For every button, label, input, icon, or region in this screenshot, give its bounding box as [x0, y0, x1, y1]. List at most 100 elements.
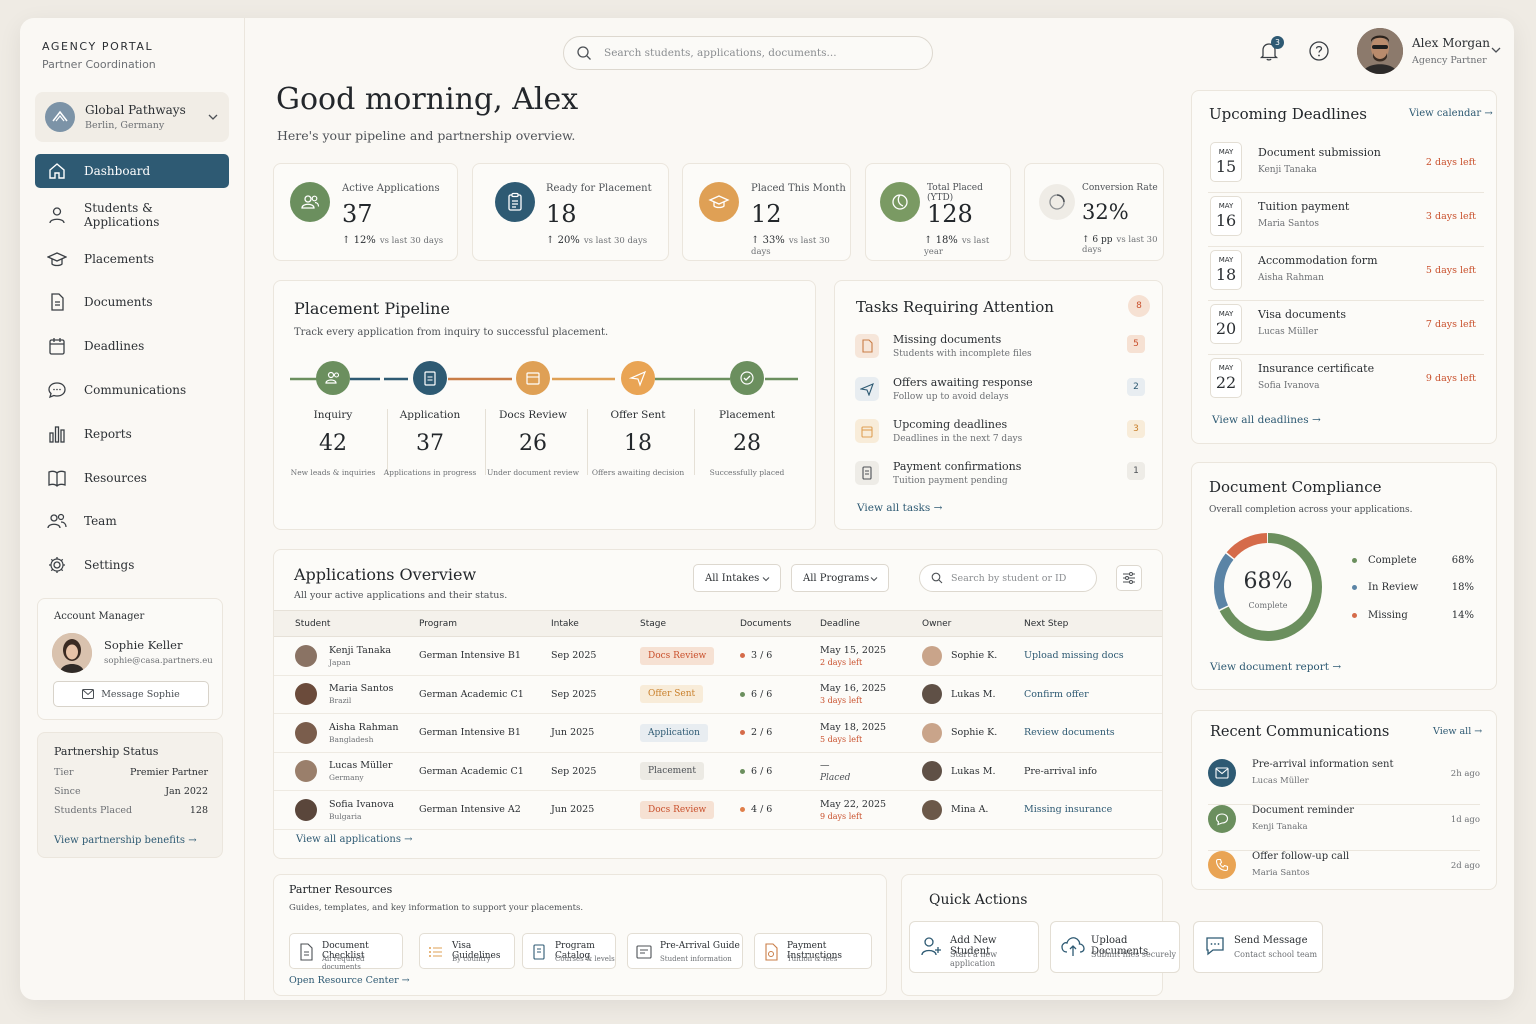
search-input[interactable]: Search students, applications, documents…	[604, 47, 837, 59]
task-item-upcoming-deadlines[interactable]: Upcoming deadlines Deadlines in the next…	[855, 418, 1157, 456]
sidebar-item-reports[interactable]: Reports	[35, 417, 229, 451]
filter-settings-button[interactable]	[1116, 565, 1142, 591]
table-row[interactable]: Kenji Tanaka Japan German Intensive B1 Se…	[274, 636, 1162, 676]
program-filter-dropdown[interactable]: All Programs	[791, 564, 889, 592]
message-manager-button[interactable]: Message Sophie	[53, 681, 209, 707]
pipeline-stage-offer-sent[interactable]: Offer Sent 18 Offers awaiting decision	[583, 361, 693, 477]
org-switcher[interactable]: Global Pathways Berlin, Germany	[35, 92, 229, 142]
bell-icon[interactable]	[1258, 40, 1280, 62]
task-item-offers-awaiting[interactable]: Offers awaiting response Follow up to av…	[855, 376, 1157, 414]
column-header[interactable]: Program	[419, 610, 551, 637]
kpi-card-active-applications[interactable]: Active Applications 37 ↑ 12% vs last 30 d…	[273, 163, 458, 261]
deadline-item[interactable]: MAY 18 Accommodation form Aisha Rahman 5 …	[1208, 247, 1484, 301]
stage-count: 18	[624, 431, 652, 456]
communication-item[interactable]: Pre-arrival information sent Lucas Mülle…	[1208, 759, 1480, 805]
kpi-card-placed-this-month[interactable]: Placed This Month 12 ↑ 33% vs last 30 day…	[682, 163, 851, 261]
resource-pre-arrival-guide[interactable]: Pre-Arrival Guide Student information	[627, 933, 743, 969]
sidebar-item-communications[interactable]: Communications	[35, 373, 229, 407]
table-row[interactable]: Lucas Müller Germany German Academic C1 S…	[274, 752, 1162, 791]
sidebar-item-dashboard[interactable]: Dashboard	[35, 154, 229, 188]
column-header[interactable]: Owner	[922, 610, 1024, 637]
pipeline-stage-application[interactable]: Application 37 Applications in progress	[375, 361, 485, 477]
task-item-payment-confirmations[interactable]: Payment confirmations Tuition payment pe…	[855, 460, 1157, 498]
applications-search[interactable]: Search by student or ID	[919, 564, 1097, 592]
deadline-item[interactable]: MAY 15 Document submission Kenji Tanaka 2…	[1208, 139, 1484, 193]
kpi-card-conversion-rate[interactable]: Conversion Rate 32% ↑ 6 pp vs last 30 day…	[1024, 163, 1164, 261]
deadline-student: Lucas Müller	[1258, 327, 1319, 337]
pipeline-stage-inquiry[interactable]: Inquiry 42 New leads & inquiries	[278, 361, 388, 477]
column-header[interactable]: Deadline	[820, 610, 922, 637]
stage-description: New leads & inquiries	[290, 468, 376, 477]
resource-payment-instructions[interactable]: Payment Instructions Tuition & fees	[754, 933, 872, 969]
column-header[interactable]: Stage	[640, 610, 740, 637]
stage-name: Placement	[719, 409, 775, 421]
sidebar-item-team[interactable]: Team	[35, 504, 229, 538]
communication-item[interactable]: Offer follow-up call Maria Santos 2d ago	[1208, 851, 1480, 897]
pipeline-stage-placement[interactable]: Placement 28 Successfully placed	[692, 361, 802, 477]
global-search[interactable]: Search students, applications, documents…	[563, 36, 933, 70]
help-icon[interactable]	[1308, 40, 1330, 62]
sidebar-item-resources[interactable]: Resources	[35, 461, 229, 495]
next-step-link[interactable]: Confirm offer	[1024, 675, 1162, 714]
arrow-up-icon: ↑	[751, 235, 760, 246]
view-all-tasks-link[interactable]: View all tasks →	[857, 502, 942, 514]
view-all-deadlines-link[interactable]: View all deadlines →	[1212, 414, 1321, 426]
next-step-link[interactable]: Upload missing docs	[1024, 636, 1162, 676]
add-new-student-button[interactable]: Add New Student Start a new application	[909, 921, 1039, 973]
deadline-day: 15	[1215, 157, 1237, 176]
next-step-link[interactable]: Missing insurance	[1024, 790, 1162, 830]
table-row[interactable]: Aisha Rahman Bangladesh German Intensive …	[274, 713, 1162, 753]
sidebar-item-deadlines[interactable]: Deadlines	[35, 329, 229, 363]
upload-documents-button[interactable]: Upload Documents Submit files securely	[1050, 921, 1180, 973]
user-avatar[interactable]	[1357, 28, 1403, 74]
partnership-key: Students Placed	[54, 805, 133, 816]
column-header[interactable]: Student	[274, 610, 419, 637]
link-label: View document report	[1210, 661, 1329, 673]
sidebar-item-settings[interactable]: Settings	[35, 548, 229, 582]
kpi-card-total-placed[interactable]: Total Placed (YTD) 128 ↑ 18% vs last year	[865, 163, 1011, 261]
sidebar-item-placements[interactable]: Placements	[35, 242, 229, 276]
paper-plane-icon	[621, 361, 655, 395]
partnership-benefits-link[interactable]: View partnership benefits →	[54, 835, 197, 846]
table-row[interactable]: Maria Santos Brazil German Academic C1 Se…	[274, 675, 1162, 714]
open-resource-center-link[interactable]: Open Resource Center →	[289, 975, 410, 986]
chevron-down-icon[interactable]	[1490, 44, 1502, 56]
placement-pipeline-panel: Placement Pipeline Track every applicati…	[273, 280, 816, 530]
column-header[interactable]: Next Step	[1024, 610, 1162, 637]
sidebar-item-students[interactable]: Students & Applications	[35, 198, 229, 232]
divider	[587, 409, 588, 475]
view-all-communications-link[interactable]: View all →	[1433, 726, 1482, 737]
applications-search-input[interactable]: Search by student or ID	[951, 572, 1067, 584]
column-header[interactable]: Documents	[740, 610, 820, 637]
view-document-report-link[interactable]: View document report →	[1210, 661, 1341, 673]
partnership-key: Tier	[54, 767, 74, 778]
column-header[interactable]: Intake	[551, 610, 640, 637]
arrow-right-icon: →	[1474, 726, 1483, 737]
table-row[interactable]: Sofia Ivanova Bulgaria German Intensive A…	[274, 790, 1162, 830]
kpi-card-ready-for-placement[interactable]: Ready for Placement 18 ↑ 20% vs last 30 d…	[472, 163, 669, 261]
avatar	[922, 684, 942, 705]
resource-program-catalog[interactable]: Program Catalog Courses & levels	[522, 933, 616, 969]
sidebar-item-documents[interactable]: Documents	[35, 285, 229, 319]
resource-document-checklist[interactable]: Document Checklist All required document…	[289, 933, 403, 971]
resource-visa-guidelines[interactable]: Visa Guidelines By country	[419, 933, 515, 969]
quick-action-subtitle: Submit files securely	[1091, 950, 1177, 959]
task-item-missing-documents[interactable]: Missing documents Students with incomple…	[855, 333, 1157, 371]
deadline-item[interactable]: MAY 22 Insurance certificate Sofia Ivanov…	[1208, 355, 1484, 409]
donut-segment-in-review	[1214, 533, 1322, 641]
view-calendar-link[interactable]: View calendar →	[1409, 108, 1493, 119]
intake-filter-dropdown[interactable]: All Intakes	[693, 564, 781, 592]
deadline-item[interactable]: MAY 16 Tuition payment Maria Santos 3 day…	[1208, 193, 1484, 247]
applications-title: Applications Overview	[294, 565, 477, 584]
arrow-up-icon: ↑	[546, 235, 555, 246]
task-subtitle: Deadlines in the next 7 days	[893, 434, 1023, 444]
quick-action-subtitle: Contact school team	[1234, 950, 1318, 959]
send-message-button[interactable]: Send Message Contact school team	[1193, 921, 1323, 973]
next-step-link[interactable]: Review documents	[1024, 713, 1162, 753]
pipeline-stage-docs-review[interactable]: Docs Review 26 Under document review	[478, 361, 588, 477]
account-manager-email[interactable]: sophie@casa.partners.eu	[104, 656, 213, 666]
view-all-applications-link[interactable]: View all applications →	[296, 834, 413, 845]
communication-item[interactable]: Document reminder Kenji Tanaka 1d ago	[1208, 805, 1480, 851]
deadline-item[interactable]: MAY 20 Visa documents Lucas Müller 7 days…	[1208, 301, 1484, 355]
tasks-panel: Tasks Requiring Attention 8 Missing docu…	[834, 280, 1163, 530]
